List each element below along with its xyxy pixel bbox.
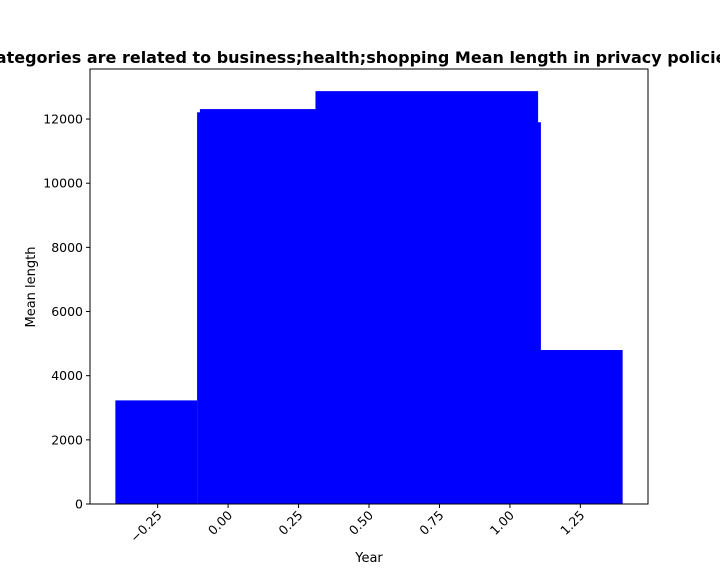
x-tick-label: 0.75 [416, 508, 446, 538]
bar-5 [538, 350, 623, 504]
y-tick-label: 8000 [51, 240, 83, 255]
x-tick-label: 1.25 [557, 508, 587, 538]
y-tick-label: 2000 [51, 432, 83, 447]
x-tick-label: −0.25 [127, 508, 165, 546]
y-tick-label: 0 [75, 497, 83, 512]
y-axis-label: Mean length [24, 247, 39, 328]
bar-2 [199, 109, 316, 505]
x-tick-label: 1.00 [487, 507, 517, 537]
bar-4 [315, 91, 539, 505]
x-tick-label: 0.00 [205, 507, 235, 537]
y-tick-label: 10000 [43, 176, 83, 191]
x-tick-label: 0.25 [275, 508, 305, 538]
x-tick-label: 0.50 [346, 507, 376, 537]
chart-title: Categories are related to business;healt… [0, 48, 720, 67]
y-tick-label: 12000 [43, 112, 83, 127]
x-axis-label: Year [354, 551, 383, 566]
y-tick-label: 4000 [51, 368, 83, 383]
bar-0 [115, 400, 198, 504]
bars-group [115, 91, 623, 505]
y-axis: 0 2000 4000 6000 8000 10000 12000 [43, 112, 90, 512]
y-tick-label: 6000 [51, 304, 83, 319]
x-axis: −0.25 0.00 0.25 0.50 0.75 1.00 1.25 [127, 504, 587, 545]
